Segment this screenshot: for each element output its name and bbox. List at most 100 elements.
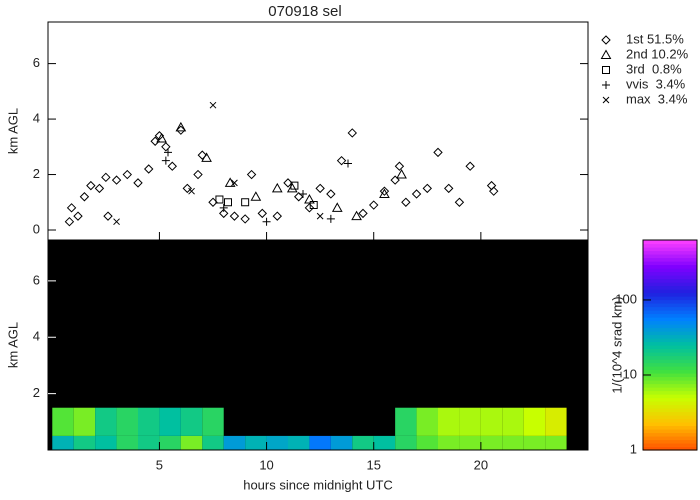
colorbar-segment [643,422,697,427]
colorbar-segment [643,408,697,413]
colorbar-segment [643,257,697,262]
legend-label: 1st 51.5% [626,31,684,46]
data-point [394,161,405,171]
data-point [164,148,172,157]
heatmap-cell [373,435,396,450]
legend-marker [601,35,611,45]
colorbar-segment [643,432,697,437]
heatmap-cell [502,435,524,450]
colorbar-segment [643,429,697,434]
data-point [304,203,315,213]
colorbar-segment [643,271,697,276]
data-point [103,211,113,221]
heatmap-cell [245,435,267,450]
colorbar-segment [643,306,697,311]
colorbar-segment [643,387,697,392]
data-point [315,183,325,194]
colorbar-segment [643,243,697,248]
colorbar-segment [643,282,697,287]
heatmap-cell [395,407,417,436]
heatmap-cell [545,407,567,436]
colorbar-segment [643,275,697,280]
colorbar-segment [643,264,697,269]
y-tick-label: 2 [33,166,40,181]
colorbar-segment [643,425,697,430]
colorbar-tick-label: 10 [623,366,637,381]
heatmap-cell [459,435,481,450]
data-point [309,201,318,210]
colorbar-segment [643,296,697,301]
data-point [240,214,250,224]
data-point [175,121,187,132]
data-point [176,125,186,135]
data-point [113,218,120,226]
data-point [286,182,298,193]
colorbar-segment [643,310,697,315]
data-point [144,164,154,174]
heatmap-cell [523,435,546,450]
data-point [224,198,232,207]
heatmap-cell [438,407,460,436]
heatmap-cell [180,435,203,450]
plot-frame [47,239,589,451]
y-axis-label: km AGL [5,108,20,154]
data-point [369,200,379,210]
colorbar-segment [643,355,697,360]
y-tick-label: 6 [33,55,40,70]
heatmap-cell [159,407,181,436]
data-point [294,192,304,202]
colorbar-segment [643,446,697,451]
heatmap-cell [180,407,203,436]
colorbar-segment [643,341,697,346]
heatmap-cell [438,435,460,450]
colorbar-segment [643,390,697,395]
colorbar-segment [643,411,697,416]
data-point [229,211,240,221]
heatmap-cell [288,435,310,450]
colorbar-segment [643,345,697,350]
y-tick-label: 4 [33,329,40,344]
data-point [241,198,250,207]
heatmap-cell [116,435,138,450]
colorbar-segment [643,261,697,266]
heatmap-cell [138,407,160,436]
colorbar-segment [643,418,697,423]
colorbar-segment [643,362,697,367]
colorbar-segment [643,373,697,378]
heatmap-cell [545,435,567,450]
heatmap-cell [202,435,224,450]
data-point [326,189,336,199]
colorbar-segment [643,401,697,406]
heatmap-cell [395,435,417,450]
colorbar-segment [643,439,697,444]
data-point [411,189,422,199]
data-point [347,128,357,138]
data-point [444,183,454,194]
data-point [201,152,212,162]
data-point [454,197,465,207]
data-point [111,175,122,185]
data-point [390,175,400,185]
data-point [197,150,207,160]
colorbar-segment [643,394,697,399]
colorbar-segment [643,383,697,388]
data-point [64,216,75,227]
data-point [316,212,324,220]
colorbar-segment [643,278,697,283]
heatmap-cell [309,435,331,450]
data-point [66,203,77,213]
data-point [262,217,271,226]
data-point [161,142,171,152]
data-point [331,202,343,212]
data-point [257,208,267,219]
x-axis-label: hours since midnight UTC [243,477,393,492]
colorbar-segment [643,366,697,371]
data-point [167,161,177,171]
colorbar-tick-label: 100 [615,291,637,306]
colorbar-segment [643,317,697,322]
colorbar-segment [643,299,697,304]
heatmap-cell [459,407,481,436]
colorbar-segment [643,292,697,297]
x-tick-label: 20 [474,457,488,472]
